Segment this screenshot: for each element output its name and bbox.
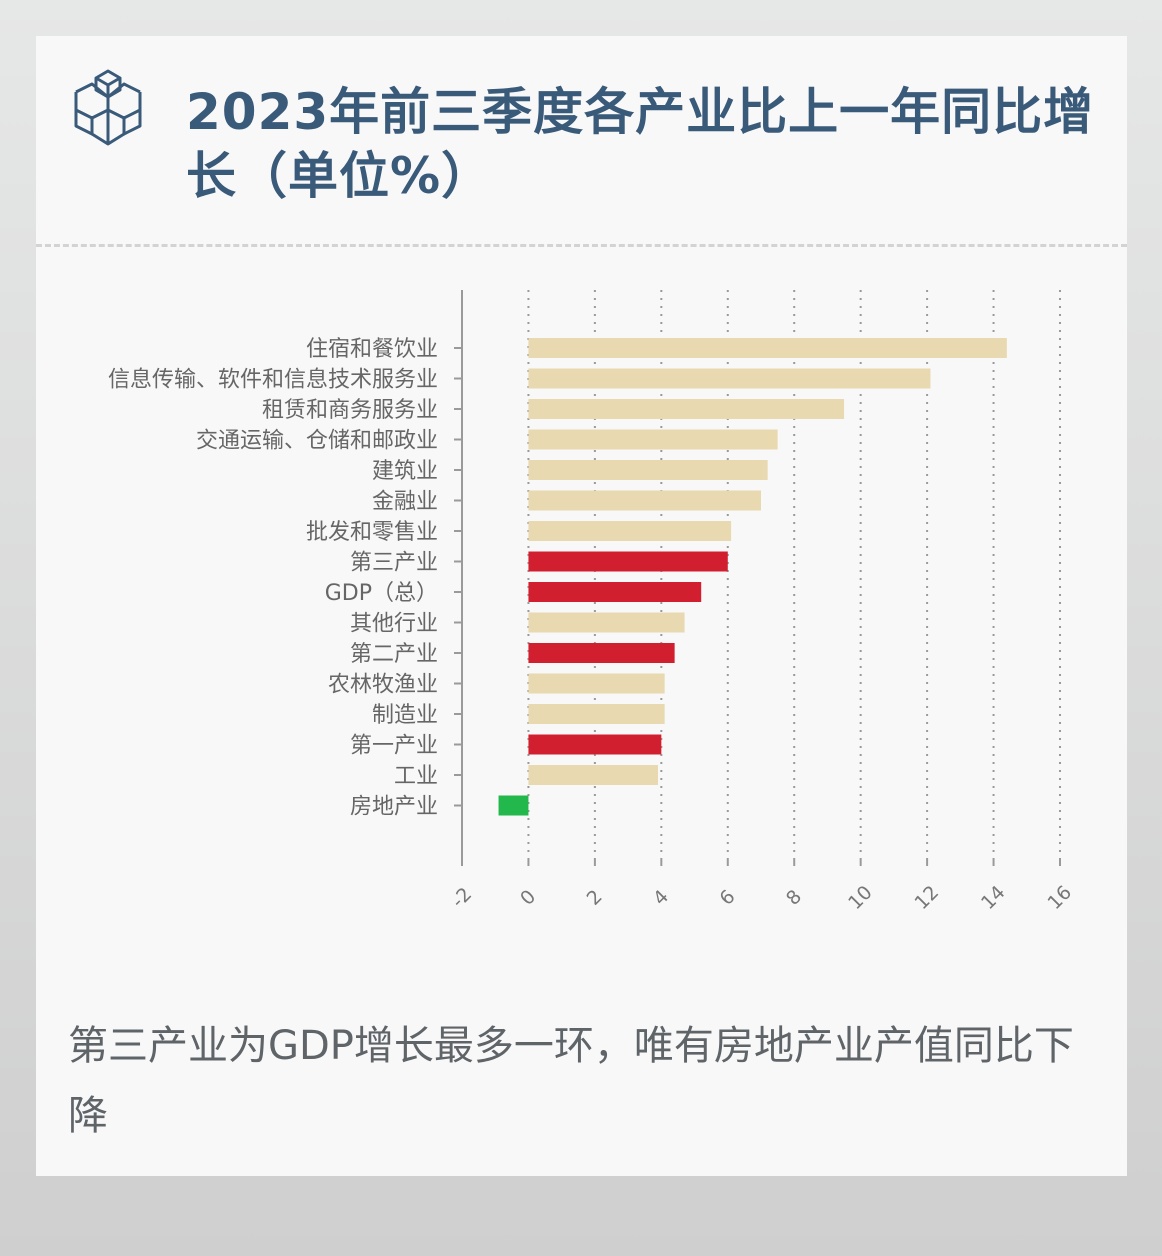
sector-bar [528, 643, 675, 663]
x-tick-label: 12 [911, 881, 944, 914]
category-label: 金融业 [372, 490, 438, 515]
category-label: 房地产业 [350, 795, 438, 820]
industry-bar [528, 429, 778, 450]
sector-bar [528, 551, 728, 572]
category-label: 租赁和商务服务业 [262, 398, 438, 423]
negative-bar [498, 795, 529, 816]
category-label: 第三产业 [350, 551, 438, 576]
sector-bar [528, 582, 702, 602]
x-tick-label: 8 [782, 886, 806, 910]
x-tick-label: -2 [447, 883, 476, 912]
category-label: 其他行业 [350, 612, 438, 637]
category-label: 第一产业 [350, 734, 438, 759]
x-tick-label: 16 [1043, 881, 1076, 914]
category-label: GDP（总） [325, 581, 438, 606]
caption-text: 第三产业为GDP增长最多一环，唯有房地产业产值同比下降 [68, 1023, 1074, 1139]
x-tick-label: 10 [844, 881, 877, 914]
category-label: 工业 [394, 764, 438, 789]
x-tick-label: 14 [977, 881, 1010, 914]
x-tick-label: 0 [516, 886, 540, 910]
industry-bar [528, 368, 931, 389]
industry-bar [528, 765, 659, 785]
industry-bar [528, 673, 665, 694]
category-label: 住宿和餐饮业 [306, 337, 438, 362]
x-tick-label: 4 [649, 886, 673, 910]
category-label: 建筑业 [372, 459, 438, 484]
category-label: 交通运输、仓储和邮政业 [196, 429, 438, 454]
dashed-divider [36, 244, 1127, 247]
industry-bar [528, 490, 761, 511]
category-label: 信息传输、软件和信息技术服务业 [108, 368, 438, 393]
industry-bar [528, 704, 665, 724]
category-label: 农林牧渔业 [328, 673, 438, 698]
category-label: 批发和零售业 [306, 520, 438, 545]
x-tick-label: 2 [583, 886, 607, 910]
x-tick-label: 6 [715, 886, 739, 910]
industry-bar [528, 460, 768, 480]
sector-bar [528, 734, 662, 755]
cube-logo-icon [74, 69, 142, 146]
industry-bar [528, 338, 1007, 358]
category-label: 第二产业 [350, 642, 438, 667]
category-label: 制造业 [372, 703, 438, 728]
infographic-card: 2023年前三季度各产业比上一年同比增长（单位%） -2 0 2 4 6 8 10 12 14 1… [36, 36, 1127, 1176]
industry-bar [528, 612, 685, 633]
industry-bar [528, 521, 732, 541]
industry-bar [528, 399, 845, 419]
bar-chart: -2 0 2 4 6 8 10 12 14 16 住宿和餐饮业信息传输、软件和信息技术服务业租赁和商… [108, 290, 1076, 914]
chart-title: 2023年前三季度各产业比上一年同比增长（单位%） [186, 83, 1095, 205]
